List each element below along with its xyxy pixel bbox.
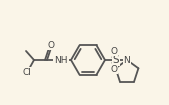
Text: NH: NH [54,56,68,64]
Text: N: N [124,56,130,64]
Text: O: O [111,64,117,74]
Text: O: O [47,41,54,49]
Text: Cl: Cl [23,68,31,77]
Text: S: S [113,55,119,65]
Text: N: N [124,56,130,64]
Text: O: O [111,47,117,56]
